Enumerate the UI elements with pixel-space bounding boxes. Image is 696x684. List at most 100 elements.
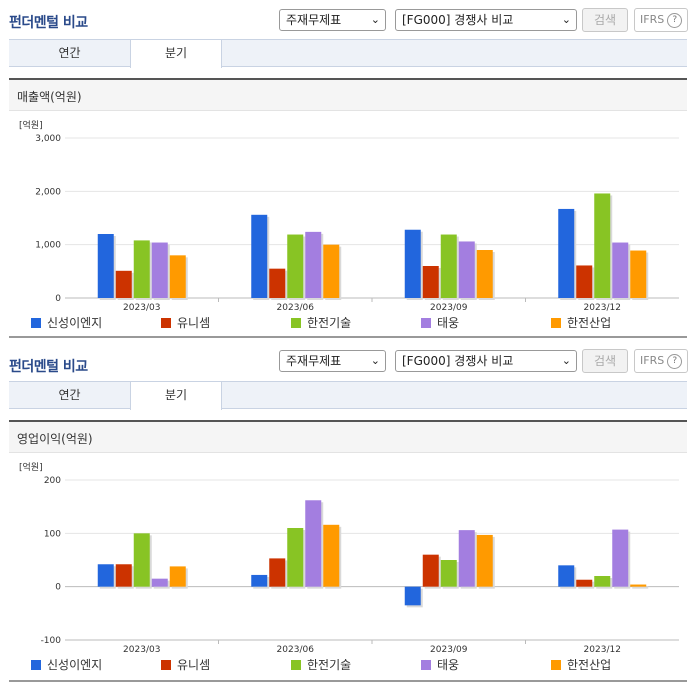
x-tick-label: 2023/12: [584, 645, 621, 655]
bar: [458, 530, 475, 587]
legend-swatch: [551, 318, 561, 328]
panel-revenue: 펀더멘털 비교 주재무제표 ⌄ [FG000] 경쟁사 비교 ⌄ 검색 IFRS…: [0, 0, 696, 340]
bar: [630, 250, 647, 298]
bar: [169, 566, 186, 587]
x-tick-label: 2023/03: [123, 303, 160, 313]
help-icon: ?: [667, 12, 683, 28]
legend-item[interactable]: 한전산업: [551, 656, 611, 673]
legend-item[interactable]: 신성이엔지: [31, 314, 102, 331]
legend-swatch: [551, 660, 561, 670]
bar: [422, 554, 439, 587]
legend-item[interactable]: 신성이엔지: [31, 656, 102, 673]
chevron-down-icon: ⌄: [370, 13, 380, 26]
bar: [612, 242, 629, 298]
chart-revenue: 매출액(억원) [억원] 3,000 2,000 1,000 0 2023/03 2023/…: [9, 78, 687, 338]
x-tick-label: 2023/12: [584, 303, 621, 313]
peer-select[interactable]: [FG000] 경쟁사 비교 ⌄: [395, 9, 577, 31]
legend-label: 태웅: [437, 658, 460, 672]
bar: [458, 241, 475, 298]
statement-select[interactable]: 주재무제표 ⌄: [279, 9, 386, 31]
ifrs-help-button[interactable]: IFRS?: [634, 349, 688, 373]
tab-annual[interactable]: 연간: [58, 46, 81, 60]
bar: [251, 214, 268, 298]
help-icon: ?: [667, 353, 683, 369]
legend-label: 신성이엔지: [47, 316, 103, 330]
panel-operating-profit: 펀더멘털 비교 주재무제표 ⌄ [FG000] 경쟁사 비교 ⌄ 검색 IFRS…: [0, 342, 696, 682]
revenue-bar-chart: [억원] 3,000 2,000 1,000 0 2023/03 2023/06 2023/0…: [19, 119, 679, 313]
x-tick-label: 2023/03: [123, 645, 160, 655]
legend-swatch: [161, 660, 171, 670]
bar: [151, 242, 168, 298]
statement-select-value: 주재무제표: [286, 13, 342, 27]
bar: [151, 578, 168, 587]
bar-shadow: [632, 586, 649, 589]
bar: [269, 558, 286, 587]
legend-item[interactable]: 한전기술: [291, 314, 351, 331]
legend-label: 유니셈: [177, 316, 211, 330]
y-tick-label: 1,000: [35, 241, 61, 251]
legend-swatch: [291, 660, 301, 670]
bar: [97, 564, 114, 587]
chart-title: 매출액(억원): [17, 90, 82, 104]
bar: [115, 270, 132, 298]
y-tick-label: 2,000: [35, 187, 61, 197]
legend-label: 한전산업: [567, 316, 612, 330]
x-tick-label: 2023/06: [277, 645, 315, 655]
chart-header: 매출액(억원): [9, 80, 687, 111]
legend-item[interactable]: 태웅: [421, 656, 459, 673]
bar: [576, 579, 593, 587]
legend-item[interactable]: 태웅: [421, 314, 459, 331]
bar: [612, 529, 629, 587]
unit-label: [억원]: [19, 461, 43, 473]
bar: [558, 565, 575, 587]
legend-label: 신성이엔지: [47, 658, 103, 672]
x-tick-label: 2023/09: [430, 645, 468, 655]
bar: [323, 524, 340, 587]
bar: [287, 234, 304, 298]
y-tick-label: -100: [41, 636, 62, 646]
period-tabs: 연간 분기: [9, 381, 687, 410]
legend-label: 한전산업: [567, 658, 612, 672]
peer-select-value: [FG000] 경쟁사 비교: [402, 13, 514, 27]
search-button[interactable]: 검색: [582, 8, 628, 32]
bar: [169, 255, 186, 298]
tab-annual[interactable]: 연간: [58, 388, 81, 402]
legend-label: 한전기술: [307, 658, 352, 672]
legend-label: 태웅: [437, 316, 460, 330]
y-tick-label: 0: [55, 583, 61, 593]
tab-quarterly[interactable]: 분기: [130, 382, 222, 410]
period-tabs: 연간 분기: [9, 39, 687, 68]
tab-quarterly[interactable]: 분기: [130, 40, 222, 68]
chart-title: 영업이익(억원): [17, 432, 93, 446]
bar: [576, 265, 593, 298]
bar: [594, 193, 611, 298]
legend-label: 유니셈: [177, 658, 211, 672]
y-tick-label: 0: [55, 294, 61, 304]
legend-swatch: [291, 318, 301, 328]
chart-legend: 신성이엔지 유니셈 한전기술 태웅 한전산업: [9, 656, 687, 672]
legend-item[interactable]: 유니셈: [161, 314, 210, 331]
legend-swatch: [31, 660, 41, 670]
unit-label: [억원]: [19, 119, 43, 131]
bar: [404, 586, 421, 606]
statement-select-value: 주재무제표: [286, 354, 342, 368]
ifrs-help-button[interactable]: IFRS?: [634, 8, 688, 32]
chevron-down-icon: ⌄: [561, 354, 571, 367]
bar: [422, 266, 439, 298]
bar: [269, 268, 286, 298]
peer-select[interactable]: [FG000] 경쟁사 비교 ⌄: [395, 350, 577, 372]
legend-item[interactable]: 유니셈: [161, 656, 210, 673]
chart-header: 영업이익(억원): [9, 422, 687, 453]
x-tick-label: 2023/09: [430, 303, 468, 313]
statement-select[interactable]: 주재무제표 ⌄: [279, 350, 386, 372]
y-tick-label: 100: [44, 529, 61, 539]
section-title: 펀더멘털 비교: [9, 15, 88, 31]
ifrs-label: IFRS: [640, 354, 665, 367]
search-button[interactable]: 검색: [582, 349, 628, 373]
peer-select-value: [FG000] 경쟁사 비교: [402, 354, 514, 368]
legend-item[interactable]: 한전기술: [291, 656, 351, 673]
bar: [404, 229, 421, 298]
bar: [440, 234, 457, 298]
legend-item[interactable]: 한전산업: [551, 314, 611, 331]
bar: [115, 564, 132, 587]
